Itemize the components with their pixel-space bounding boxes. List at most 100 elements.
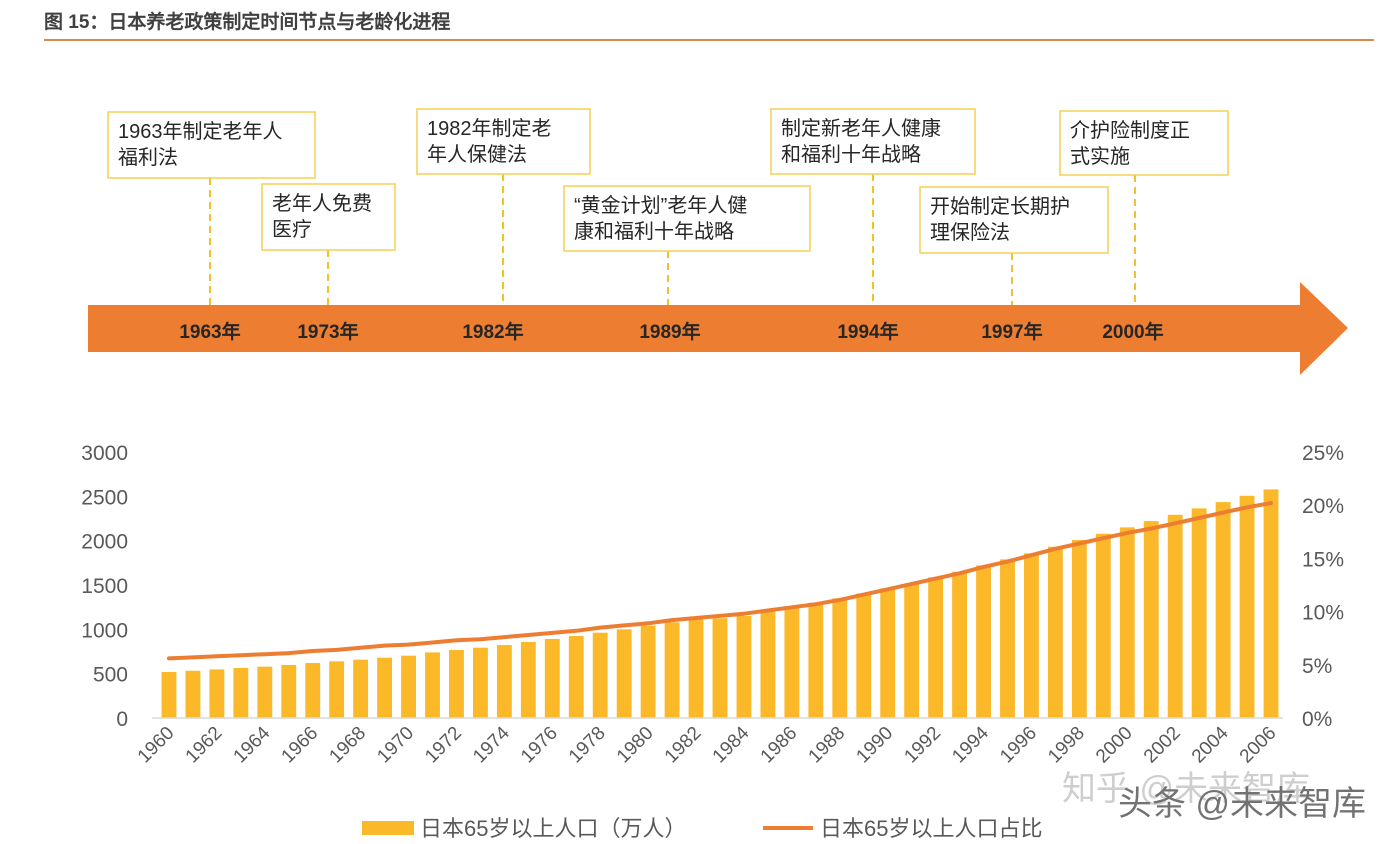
- figure-title: 图 15：日本养老政策制定时间节点与老龄化进程: [44, 12, 451, 33]
- bar-1976: [544, 638, 560, 718]
- event-text-line: 式实施: [1070, 145, 1130, 168]
- event-box: [261, 183, 396, 251]
- bar-1968: [353, 659, 369, 718]
- timeline-year-label: 1989年: [639, 320, 700, 343]
- x-tick-label: 2004: [1188, 722, 1233, 767]
- y-left-tick-label: 2000: [81, 531, 128, 554]
- bar-1966: [305, 663, 321, 718]
- bar-1990: [880, 588, 896, 718]
- event-text-line: 福利法: [118, 146, 178, 169]
- x-tick-label: 1964: [230, 722, 275, 767]
- y-left-tick-label: 0: [116, 708, 128, 731]
- bar-2000: [1119, 527, 1135, 718]
- timeline-arrow: [88, 282, 1348, 375]
- bar-1978: [592, 632, 608, 718]
- bar-1970: [401, 655, 416, 718]
- bar-1975: [520, 642, 536, 718]
- x-tick-label: 1970: [373, 723, 418, 768]
- timeline-year-label: 1973年: [297, 320, 358, 343]
- bar-1994: [976, 565, 991, 718]
- bar-2006: [1263, 489, 1279, 718]
- bar-2004: [1215, 502, 1231, 718]
- y-right-tick-label: 20%: [1302, 495, 1344, 518]
- x-tick-label: 1988: [805, 723, 850, 768]
- bar-1982: [688, 619, 704, 718]
- bar-1991: [904, 583, 920, 718]
- timeline-year-label: 2000年: [1102, 320, 1163, 343]
- bar-1960: [161, 671, 177, 718]
- bar-1995: [1000, 559, 1015, 718]
- x-tick-label: 1982: [661, 723, 706, 768]
- y-left-tick-label: 500: [93, 664, 128, 687]
- x-tick-label: 1966: [278, 723, 323, 768]
- y-right-tick-label: 25%: [1302, 442, 1344, 465]
- timeline-year-label: 1994年: [837, 320, 898, 343]
- event-box: [770, 108, 976, 175]
- legend-line-label: 日本65岁以上人口占比: [820, 816, 1042, 841]
- event-box: [107, 111, 316, 179]
- legend-bar-swatch: [362, 821, 414, 835]
- x-tick-label: 1968: [325, 723, 370, 768]
- event-text-line: 和福利十年战略: [781, 143, 921, 166]
- event-box: [563, 185, 811, 252]
- y-left-tick-label: 1000: [81, 619, 128, 642]
- event-text-line: 老年人免费: [272, 192, 372, 215]
- bar-1974: [496, 645, 512, 718]
- bar-1971: [425, 652, 440, 718]
- bar-1993: [952, 571, 968, 718]
- bar-1987: [808, 602, 824, 718]
- event-box: [919, 186, 1109, 254]
- bar-1962: [209, 669, 225, 718]
- event-box: [1059, 110, 1229, 176]
- timeline-year-label: 1982年: [462, 320, 523, 343]
- bar-1998: [1071, 540, 1087, 718]
- x-tick-label: 2002: [1140, 723, 1185, 768]
- bar-1997: [1047, 546, 1063, 718]
- watermark-zhihu: 知乎 @未来智库: [1062, 770, 1310, 808]
- x-tick-label: 1984: [709, 722, 754, 767]
- bar-1999: [1095, 533, 1111, 718]
- event-text-line: 介护险制度正: [1070, 119, 1190, 142]
- bar-1967: [329, 661, 345, 718]
- bar-1965: [281, 664, 297, 718]
- event-text-line: 制定新老年人健康: [781, 117, 941, 140]
- y-right-tick-label: 15%: [1302, 548, 1344, 571]
- x-tick-label: 2006: [1236, 723, 1281, 768]
- x-tick-label: 1960: [134, 723, 179, 768]
- event-text-line: 年人保健法: [427, 143, 527, 166]
- legend: 日本65岁以上人口（万人） 日本65岁以上人口占比: [362, 816, 1042, 841]
- x-tick-label: 1986: [757, 723, 802, 768]
- event-text-line: “黄金计划”老年人健: [574, 194, 747, 217]
- bar-2003: [1191, 508, 1207, 718]
- bar-1961: [185, 670, 201, 718]
- x-tick-label: 1996: [996, 723, 1041, 768]
- event-text-line: 1963年制定老年人: [118, 120, 283, 143]
- bar-1980: [640, 625, 656, 718]
- bar-1983: [712, 618, 728, 718]
- y-left-tick-label: 2500: [81, 486, 128, 509]
- bar-2001: [1143, 521, 1159, 718]
- x-tick-label: 1978: [565, 723, 610, 768]
- bar-2002: [1167, 514, 1183, 718]
- x-tick-label: 1980: [613, 723, 658, 768]
- bar-1979: [616, 629, 632, 718]
- bar-2005: [1239, 495, 1255, 718]
- y-right-tick-label: 0%: [1302, 708, 1332, 731]
- bar-1989: [856, 593, 872, 718]
- event-text-line: 康和福利十年战略: [574, 220, 734, 243]
- bar-1996: [1024, 553, 1039, 718]
- x-tick-label: 2000: [1092, 723, 1137, 768]
- bar-1973: [472, 647, 488, 718]
- event-text-line: 1982年制定老: [427, 117, 552, 140]
- bar-1972: [449, 649, 464, 718]
- x-tick-label: 1974: [469, 722, 514, 767]
- x-tick-label: 1972: [421, 723, 466, 768]
